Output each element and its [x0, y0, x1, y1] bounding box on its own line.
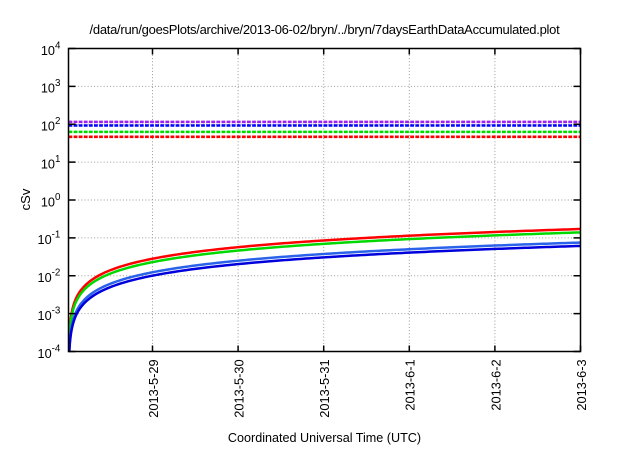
- svg-text:2013-6-3: 2013-6-3: [574, 359, 589, 410]
- svg-text:/data/run/goesPlots/archive/20: /data/run/goesPlots/archive/2013-06-02/b…: [90, 22, 561, 37]
- svg-text:2013-5-29: 2013-5-29: [146, 359, 161, 417]
- svg-text:2013-6-1: 2013-6-1: [403, 359, 418, 410]
- svg-text:2013-5-31: 2013-5-31: [317, 359, 332, 417]
- svg-text:Coordinated Universal Time (UT: Coordinated Universal Time (UTC): [228, 431, 421, 445]
- svg-text:2013-6-2: 2013-6-2: [488, 359, 503, 410]
- svg-text:2013-5-30: 2013-5-30: [232, 359, 247, 417]
- svg-text:cSv: cSv: [18, 188, 33, 210]
